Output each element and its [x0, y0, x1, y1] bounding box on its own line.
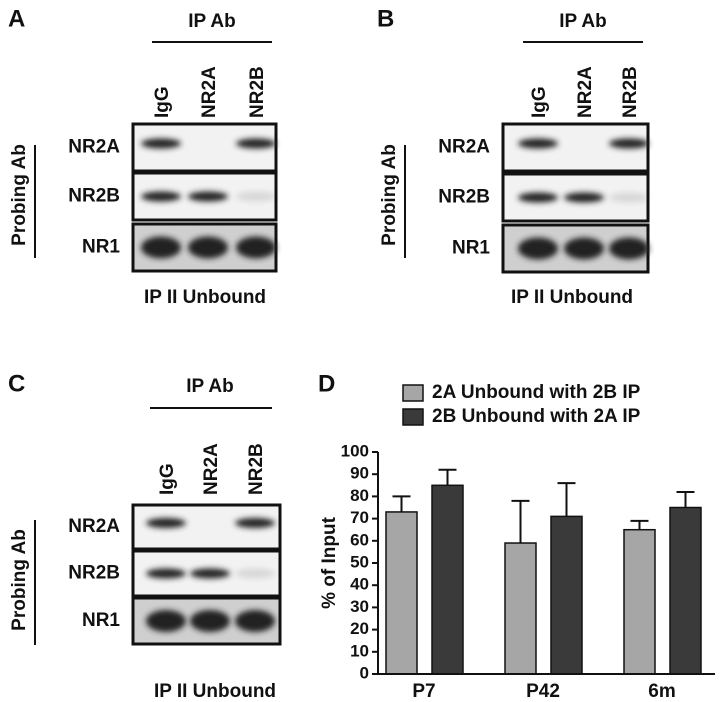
band: [141, 138, 181, 149]
panel-letter: B: [377, 5, 394, 32]
y-tick-label: 10: [350, 641, 369, 660]
ip-header: IP Ab: [559, 11, 607, 32]
side-label: Probing Ab: [9, 529, 30, 631]
y-tick-label: 30: [350, 597, 369, 616]
x-tick-label: P42: [526, 681, 560, 702]
band: [188, 236, 228, 259]
y-tick-label: 50: [350, 552, 369, 571]
band: [235, 518, 275, 528]
y-tick-label: 0: [360, 663, 369, 682]
lane-label: IgG: [157, 463, 178, 495]
probe-label: NR1: [82, 610, 120, 631]
band: [141, 236, 181, 259]
band: [518, 192, 558, 203]
band: [518, 237, 558, 260]
probe-label: NR2A: [68, 516, 120, 537]
lane-label: NR2A: [575, 66, 596, 118]
probe-label: NR2A: [438, 137, 490, 158]
band: [564, 237, 604, 260]
lane-label: NR2B: [620, 66, 641, 118]
band: [609, 138, 649, 149]
bar: [504, 542, 537, 675]
band: [236, 191, 276, 202]
band: [146, 568, 186, 579]
band: [146, 518, 186, 528]
x-tick-label: 6m: [648, 681, 675, 702]
band: [235, 568, 275, 579]
band: [190, 610, 230, 632]
bar: [385, 511, 418, 675]
band: [146, 610, 186, 632]
probe-label: NR2B: [68, 563, 120, 584]
ip-header: IP Ab: [188, 11, 236, 32]
side-label: Probing Ab: [379, 144, 400, 246]
panel-letter: D: [318, 370, 335, 397]
probe-label: NR1: [82, 237, 120, 258]
band: [236, 236, 276, 259]
footer: IP II Unbound: [144, 287, 266, 308]
band: [235, 610, 275, 632]
band: [518, 138, 558, 149]
panel-letter: A: [8, 5, 25, 32]
y-tick-label: 70: [350, 508, 369, 527]
ip-header: IP Ab: [186, 376, 234, 397]
legend-swatch: [402, 384, 424, 402]
band: [141, 191, 181, 202]
band: [190, 568, 230, 579]
probe-label: NR1: [452, 238, 490, 259]
y-axis-label: % of Input: [319, 516, 340, 608]
lane-label: IgG: [529, 86, 550, 118]
bar: [623, 528, 656, 675]
side-label: Probing Ab: [9, 144, 30, 246]
y-tick-label: 90: [350, 464, 369, 483]
y-tick-label: 20: [350, 619, 369, 638]
footer: IP II Unbound: [154, 681, 276, 702]
bar: [431, 484, 464, 675]
band: [188, 191, 228, 202]
lane-label: IgG: [152, 86, 173, 118]
x-tick-label: P7: [412, 681, 435, 702]
legend-label: 2A Unbound with 2B IP: [432, 382, 641, 403]
panel-letter: C: [8, 370, 25, 397]
bar: [550, 515, 583, 675]
legend-swatch: [402, 408, 424, 426]
probe-label: NR2B: [68, 186, 120, 207]
y-tick-label: 80: [350, 486, 369, 505]
bar: [669, 506, 702, 675]
footer: IP II Unbound: [511, 287, 633, 308]
lane-label: NR2A: [199, 66, 220, 118]
band: [609, 237, 649, 260]
y-tick-label: 40: [350, 575, 369, 594]
band: [564, 192, 604, 203]
band: [609, 192, 649, 203]
y-tick-label: 100: [341, 441, 369, 460]
y-tick-label: 60: [350, 530, 369, 549]
probe-label: NR2B: [438, 187, 490, 208]
band: [236, 138, 276, 149]
lane-label: NR2B: [246, 443, 267, 495]
lane-label: NR2A: [201, 443, 222, 495]
legend-label: 2B Unbound with 2A IP: [432, 406, 641, 427]
probe-label: NR2A: [68, 137, 120, 158]
lane-label: NR2B: [247, 66, 268, 118]
